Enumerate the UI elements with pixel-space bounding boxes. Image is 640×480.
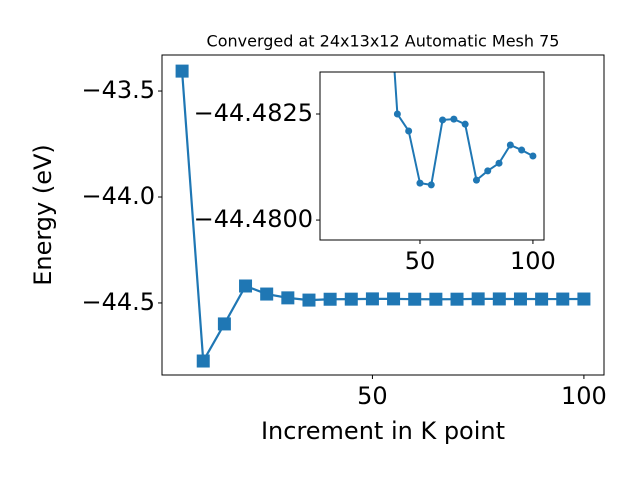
marker [196, 354, 210, 368]
marker [513, 292, 527, 306]
marker [302, 293, 316, 307]
marker [484, 167, 492, 175]
marker [535, 292, 549, 306]
marker [416, 179, 424, 187]
axes-frame [161, 54, 605, 376]
marker [439, 116, 447, 124]
marker [217, 317, 231, 331]
x-tick-label: 100 [510, 247, 556, 275]
marker [239, 279, 253, 293]
marker [387, 292, 401, 306]
marker [405, 127, 413, 135]
marker [365, 292, 379, 306]
axes-frame [319, 71, 545, 241]
line [393, 72, 534, 186]
marker [529, 152, 537, 160]
marker [577, 292, 591, 306]
x-tick-label: 100 [561, 382, 607, 410]
plot-area [175, 64, 591, 368]
marker [408, 292, 422, 306]
marker [495, 159, 503, 167]
marker [450, 115, 458, 123]
y-tick-label: −44.5 [81, 288, 155, 316]
marker [429, 292, 443, 306]
marker [323, 292, 337, 306]
y-axis-label: Energy (eV) [29, 144, 57, 286]
marker [518, 146, 526, 154]
chart-title: Converged at 24x13x12 Automatic Mesh 75 [207, 32, 560, 51]
marker [260, 287, 274, 301]
marker [471, 292, 485, 306]
marker [450, 292, 464, 306]
y-tick-label: −44.4825 [194, 99, 313, 127]
marker [472, 176, 480, 184]
x-tick-label: 50 [405, 247, 436, 275]
marker [427, 181, 435, 189]
marker [344, 292, 358, 306]
marker [461, 120, 469, 128]
y-tick-label: −43.5 [81, 76, 155, 104]
y-tick-label: −44.4800 [194, 205, 313, 233]
marker [175, 64, 189, 78]
x-tick-label: 50 [357, 382, 388, 410]
marker [506, 141, 514, 149]
inset-background [320, 72, 544, 240]
plot-area [393, 72, 537, 189]
x-axis-label: Increment in K point [261, 417, 505, 445]
marker [556, 292, 570, 306]
marker [281, 291, 295, 305]
y-tick-label: −44.0 [81, 182, 155, 210]
marker [393, 110, 401, 118]
marker [492, 292, 506, 306]
